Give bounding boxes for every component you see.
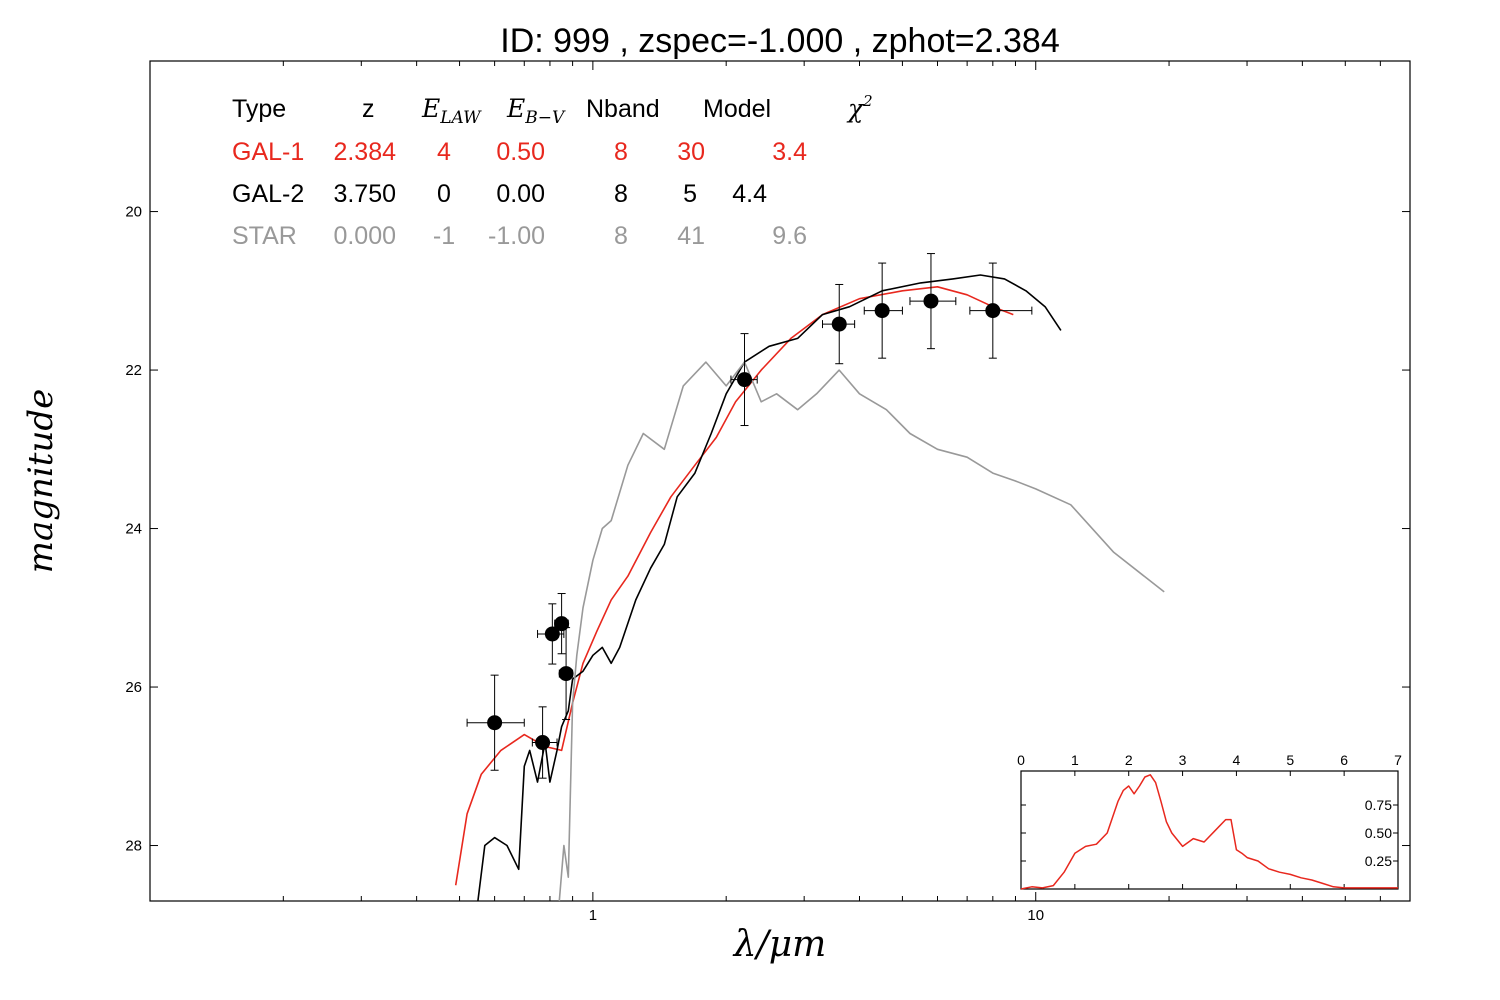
- inset-y-tick-label: 0.25: [1365, 853, 1392, 869]
- table-header-z: z: [362, 95, 375, 123]
- table-cell-ebv: 0.00: [496, 180, 545, 208]
- inset-x-tick-label: 0: [1017, 752, 1025, 768]
- table-cell-ebv: -1.00: [488, 222, 545, 250]
- table-cell-nband: 8: [614, 180, 628, 208]
- chart-title: ID: 999 , zspec=-1.000 , zphot=2.384: [500, 22, 1060, 60]
- table-header-nband: Nband: [586, 95, 660, 123]
- table-header-ebv: EB−V: [506, 94, 566, 128]
- photometry-point: [537, 603, 565, 665]
- table-cell-elaw: 4: [437, 138, 451, 166]
- x-axis: 1 10: [282, 61, 1381, 924]
- table-cell-z: 2.384: [333, 138, 396, 166]
- inset-x-tick-label: 1: [1071, 752, 1079, 768]
- table-cell-z: 0.000: [333, 222, 396, 250]
- data-point: [558, 666, 574, 682]
- table-header-elaw: ELAW: [421, 94, 482, 128]
- table-cell-ebv: 0.50: [496, 138, 545, 166]
- y-tick-label: 28: [125, 838, 142, 855]
- x-tick-label: 10: [1027, 907, 1044, 924]
- spectrum-line-3: [558, 361, 1165, 902]
- table-cell-nband: 8: [614, 222, 628, 250]
- table-cell-chi2: 3.4: [772, 138, 807, 166]
- inset-x-tick-label: 3: [1179, 752, 1187, 768]
- spectrum-line-2: [477, 274, 1062, 902]
- table-header-model: Model: [703, 95, 771, 123]
- inset-x-tick-label: 7: [1394, 752, 1402, 768]
- table-cell-model: 41: [677, 222, 705, 250]
- photometry-point: [821, 283, 856, 365]
- y-axis-title: magnitude: [21, 389, 61, 574]
- photometry-point: [730, 333, 758, 427]
- fit-results-table: Type z ELAW EB−V Nband Model χ2 GAL-1 2.3…: [232, 92, 873, 250]
- x-axis-title: λ/μm: [732, 924, 826, 965]
- data-point: [487, 715, 503, 731]
- photometry-point: [863, 262, 903, 359]
- photometry-point: [466, 674, 525, 771]
- table-cell-elaw: 0: [437, 180, 451, 208]
- table-cell-model: 30: [677, 138, 705, 166]
- inset-x-tick-label: 6: [1340, 752, 1348, 768]
- inset-y-tick-label: 0.50: [1365, 825, 1392, 841]
- photometry-point: [969, 262, 1033, 359]
- data-point: [535, 735, 551, 751]
- data-point: [737, 372, 753, 388]
- table-cell-elaw: -1: [433, 222, 455, 250]
- y-tick-label: 20: [125, 204, 142, 221]
- table-cell-chi2: 9.6: [772, 222, 807, 250]
- inset-frame: [1020, 770, 1399, 890]
- y-tick-label: 22: [125, 362, 142, 379]
- table-header-type: Type: [232, 95, 286, 123]
- table-cell-type: GAL-1: [232, 138, 304, 166]
- spectrum-line-1: [454, 285, 1014, 886]
- photometry-point: [531, 706, 558, 779]
- table-cell-nband: 8: [614, 138, 628, 166]
- photometry-point: [558, 627, 574, 721]
- photometry-point: [909, 253, 957, 350]
- table-cell-model: 5: [683, 180, 697, 208]
- table-cell-type: STAR: [232, 222, 297, 250]
- photometry-points: [466, 253, 1033, 779]
- data-point: [874, 303, 890, 319]
- y-tick-label: 24: [125, 521, 142, 538]
- inset-x-tick-label: 5: [1286, 752, 1294, 768]
- plot-frame: [149, 60, 1411, 902]
- table-cell-chi2: 4.4: [732, 180, 767, 208]
- inset-x-tick-label: 4: [1233, 752, 1241, 768]
- data-point: [554, 616, 570, 632]
- inset-y-tick-label: 0.75: [1365, 797, 1392, 813]
- spectra-layer: [454, 274, 1165, 902]
- table-header-chi2: χ2: [846, 92, 873, 123]
- pdz-curve: [1020, 774, 1398, 890]
- data-point: [831, 316, 847, 332]
- pdz-inset: 0 1 2 3 4 5 6 7 0.25 0.50 0.75: [1017, 752, 1402, 890]
- data-point: [923, 293, 939, 309]
- table-cell-z: 3.750: [333, 180, 396, 208]
- data-point: [544, 626, 560, 642]
- data-point: [985, 303, 1001, 319]
- y-tick-label: 26: [125, 679, 142, 696]
- table-cell-type: GAL-2: [232, 180, 304, 208]
- photometry-point: [554, 593, 570, 655]
- inset-x-tick-label: 2: [1125, 752, 1133, 768]
- x-tick-label: 1: [589, 907, 597, 924]
